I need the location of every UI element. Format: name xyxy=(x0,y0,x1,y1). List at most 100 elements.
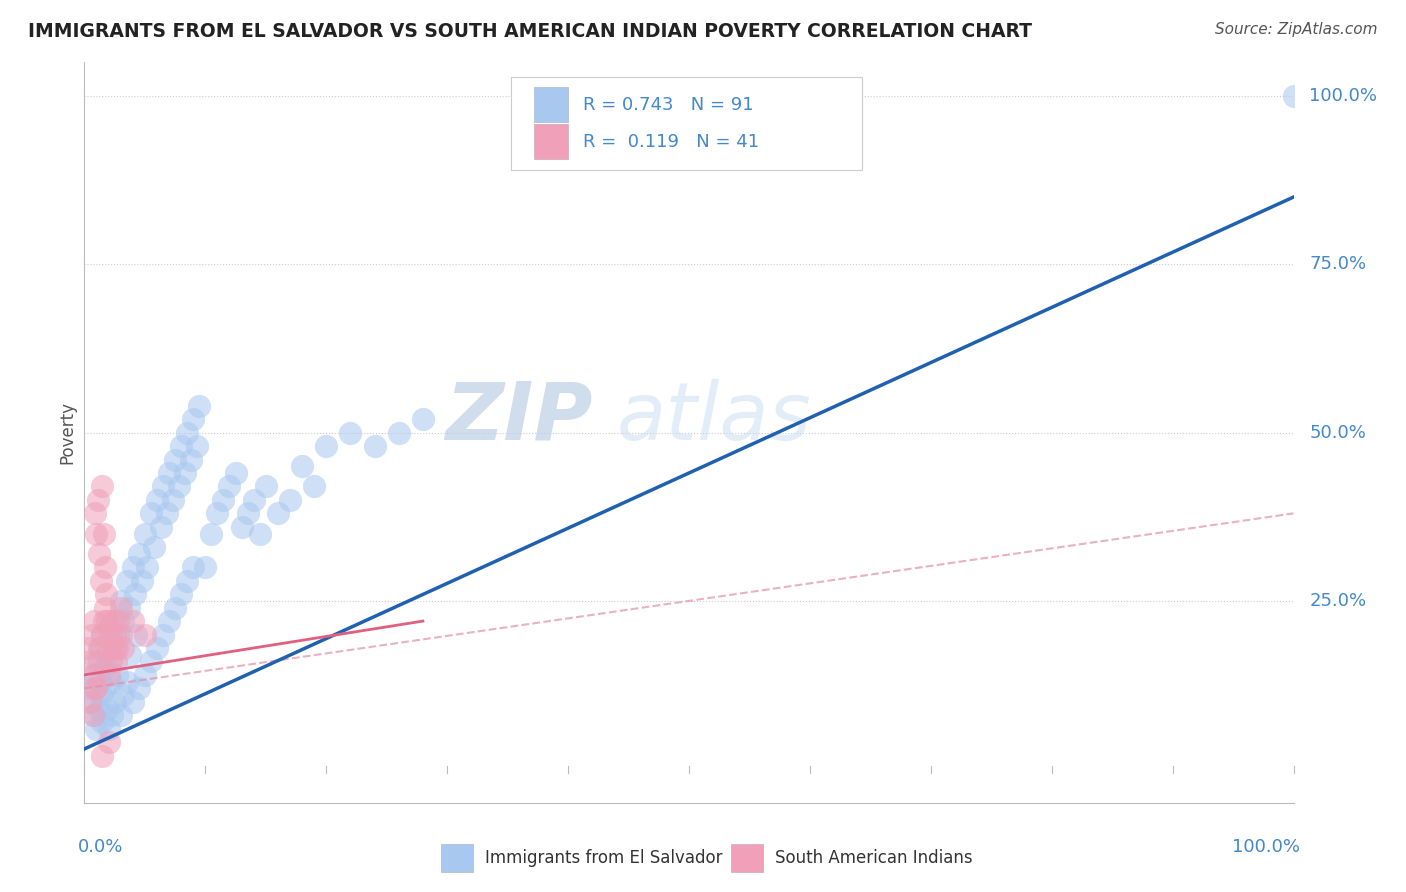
Point xyxy=(94,648,117,662)
Point xyxy=(98,627,121,641)
Point xyxy=(84,507,107,521)
Point xyxy=(90,688,112,702)
Point xyxy=(157,466,180,480)
Point xyxy=(91,627,114,641)
Point xyxy=(236,507,259,521)
Point xyxy=(267,507,290,521)
Point xyxy=(112,614,135,628)
Point xyxy=(121,695,143,709)
Point xyxy=(77,640,100,655)
Point xyxy=(146,492,169,507)
Point xyxy=(100,674,122,689)
Point xyxy=(363,439,385,453)
Point xyxy=(96,614,118,628)
Point xyxy=(107,614,129,628)
Point xyxy=(278,492,301,507)
Point xyxy=(207,507,229,521)
Point xyxy=(115,674,138,689)
Point xyxy=(86,526,108,541)
Point xyxy=(79,681,101,696)
Text: Immigrants from El Salvador: Immigrants from El Salvador xyxy=(485,849,723,867)
Point xyxy=(93,526,115,541)
Point xyxy=(104,655,127,669)
Point xyxy=(91,627,114,641)
Point xyxy=(94,681,117,696)
Text: Source: ZipAtlas.com: Source: ZipAtlas.com xyxy=(1215,22,1378,37)
Point xyxy=(186,439,208,453)
Point xyxy=(125,627,148,641)
Point xyxy=(94,600,117,615)
Point xyxy=(136,560,159,574)
Point xyxy=(89,674,111,689)
Point xyxy=(82,668,104,682)
Point xyxy=(86,655,108,669)
Point xyxy=(128,681,150,696)
Point xyxy=(170,439,193,453)
Point xyxy=(291,459,314,474)
Point xyxy=(103,640,125,655)
Point xyxy=(79,695,101,709)
Point xyxy=(87,547,110,561)
Point xyxy=(170,587,193,601)
Point xyxy=(254,479,277,493)
Point xyxy=(86,681,108,696)
Point xyxy=(94,587,117,601)
Point xyxy=(146,640,169,655)
Point xyxy=(112,640,135,655)
Point xyxy=(249,526,271,541)
Point xyxy=(80,627,103,641)
Point xyxy=(180,452,202,467)
Point xyxy=(91,748,114,763)
Point xyxy=(181,412,204,426)
Point xyxy=(134,627,156,641)
Point xyxy=(115,574,138,588)
Point xyxy=(131,574,153,588)
Text: 75.0%: 75.0% xyxy=(1309,255,1367,273)
Point xyxy=(188,399,211,413)
Point xyxy=(302,479,325,493)
Point xyxy=(200,526,222,541)
Point xyxy=(139,507,162,521)
Point xyxy=(118,600,141,615)
Point xyxy=(90,574,112,588)
FancyBboxPatch shape xyxy=(534,87,568,122)
Point xyxy=(91,479,114,493)
Point xyxy=(194,560,217,574)
Point xyxy=(165,600,187,615)
Point xyxy=(139,655,162,669)
Text: 25.0%: 25.0% xyxy=(1309,592,1367,610)
Point xyxy=(87,701,110,715)
Text: R = 0.743   N = 91: R = 0.743 N = 91 xyxy=(582,95,754,113)
Y-axis label: Poverty: Poverty xyxy=(58,401,76,464)
Point xyxy=(83,708,105,723)
Point xyxy=(89,640,111,655)
Text: IMMIGRANTS FROM EL SALVADOR VS SOUTH AMERICAN INDIAN POVERTY CORRELATION CHART: IMMIGRANTS FROM EL SALVADOR VS SOUTH AME… xyxy=(28,22,1032,41)
Point xyxy=(152,627,174,641)
Point xyxy=(87,655,110,669)
Point xyxy=(157,614,180,628)
Point xyxy=(79,655,101,669)
Point xyxy=(124,587,146,601)
Text: South American Indians: South American Indians xyxy=(775,849,973,867)
Point xyxy=(120,648,142,662)
Point xyxy=(96,701,118,715)
Point xyxy=(94,560,117,574)
Point xyxy=(152,479,174,493)
Point xyxy=(101,634,124,648)
Text: ZIP: ZIP xyxy=(444,379,592,457)
Point xyxy=(121,560,143,574)
Point xyxy=(91,714,114,729)
Point xyxy=(101,708,124,723)
Point xyxy=(97,735,120,749)
FancyBboxPatch shape xyxy=(731,844,762,872)
Point xyxy=(388,425,411,440)
Point xyxy=(86,722,108,736)
Point xyxy=(100,655,122,669)
Point xyxy=(176,574,198,588)
Point xyxy=(98,655,121,669)
Text: 100.0%: 100.0% xyxy=(1232,838,1299,856)
Point xyxy=(412,412,434,426)
Point xyxy=(212,492,235,507)
Point xyxy=(339,425,361,440)
Point xyxy=(110,708,132,723)
